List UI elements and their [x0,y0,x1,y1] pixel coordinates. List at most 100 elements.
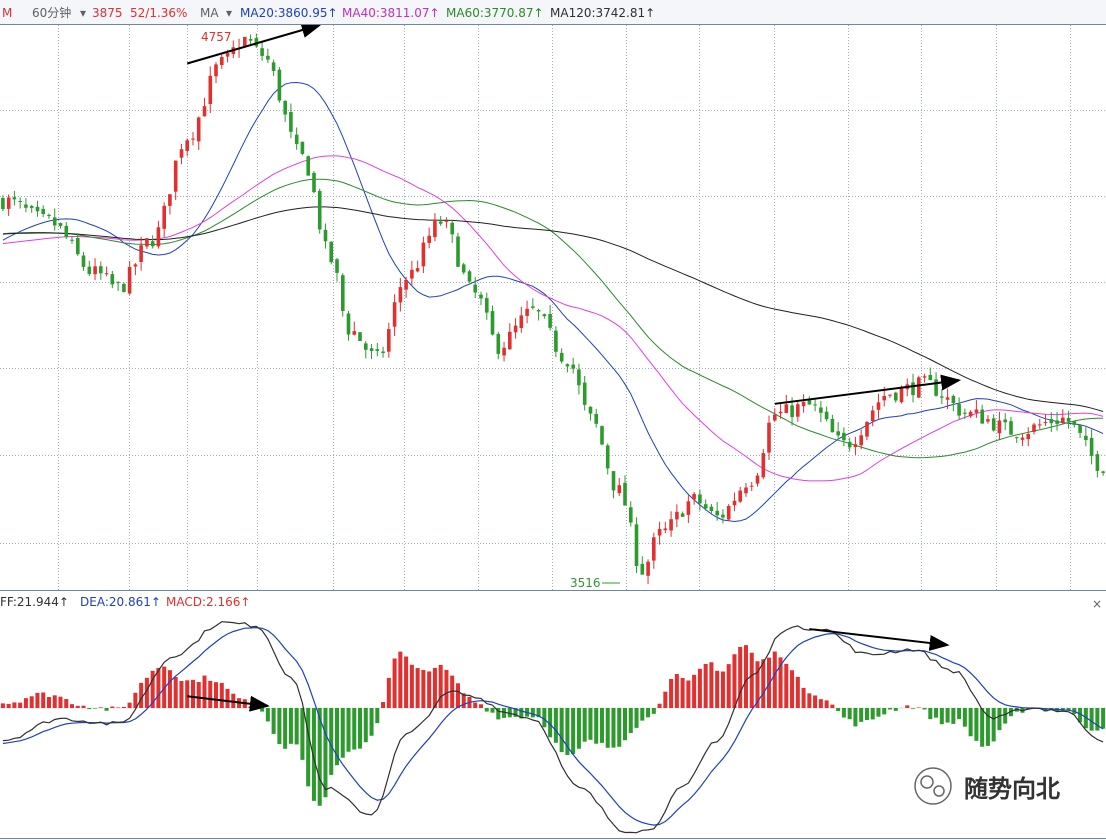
candle [778,403,783,419]
candle-body [842,432,846,441]
candle-body [963,412,967,414]
candle [842,427,846,447]
ma-line-ma20 [2,81,1104,523]
candle [922,373,927,383]
candle-body [980,409,984,424]
candle-body [519,315,524,328]
candle [617,477,622,497]
price-header: M 60分钟 ▾ 3875 52/1.36% MA ▾ MA20:3860.95… [0,0,1106,24]
candle-body [1101,471,1105,473]
candle-body [191,138,195,140]
candle [957,397,961,420]
candle-body [104,273,109,275]
candle-body [790,405,794,417]
candle [312,171,316,194]
candle-body [899,388,904,403]
candle-body [1026,434,1030,440]
candle-body [64,225,69,238]
candle [680,511,685,518]
candle-body [594,414,598,424]
candle [173,160,178,201]
candle-body [663,528,668,531]
candle-body [634,524,639,566]
ma-dropdown-icon[interactable]: ▾ [226,6,232,20]
price-trend-arrow [186,22,322,65]
candle [582,375,587,411]
diff-value: FF:21.944↑ [0,595,69,609]
candle [1020,434,1025,446]
candle-body [438,221,443,224]
candle-body [127,267,132,294]
candle [145,238,149,249]
candle-body [58,223,63,226]
candle-body [375,349,380,351]
candle [133,263,138,276]
candle [18,197,22,209]
candle-body [611,471,616,491]
candle-body [461,264,466,273]
candle-body [410,269,414,279]
candle [300,141,305,156]
candle [577,363,581,395]
candle [52,208,57,231]
candle-body [1061,417,1065,423]
wechat-bubble-small-icon [933,785,945,797]
candle-body [456,236,460,267]
candle-body [145,238,149,247]
candle-body [473,284,477,293]
candle-body [675,511,679,520]
candle-body [997,420,1002,434]
candle-body [945,397,950,400]
candle-body [917,377,921,398]
dropdown-icon[interactable]: ▾ [80,6,86,20]
candle-body [335,259,339,273]
period-label[interactable]: 60分钟 [32,5,71,20]
candle [796,402,800,422]
trend-arrows [186,22,962,712]
candle [807,396,812,405]
candle [669,511,673,537]
price-trend-arrow [774,374,962,405]
candle [456,232,460,268]
candle [47,213,51,219]
candle-body [52,217,57,226]
candle-body [692,493,696,500]
candle-body [732,500,737,506]
candle-body [1049,419,1054,424]
wechat-bubble-large-icon [920,775,934,789]
ma120-value: MA120:3742.81↑ [550,6,655,20]
candle-body [1095,454,1100,471]
candle [600,425,604,446]
candle [461,262,466,275]
candle [980,404,984,424]
candle [945,388,950,410]
candle [554,326,558,358]
candle [266,48,270,64]
candle-body [554,330,558,352]
candle [917,375,921,399]
candle [1055,411,1059,431]
candle-body [312,172,316,193]
candle-body [911,382,915,396]
candle [542,313,547,319]
candle [675,504,679,528]
candle [744,482,748,497]
candle [1032,422,1036,435]
candle-body [225,53,230,57]
candle-body [110,274,115,285]
candle [289,103,293,139]
candle-body [928,375,933,381]
candle [369,344,374,360]
candle-body [951,395,956,403]
candle [139,236,143,271]
candle [214,62,218,84]
candle [29,204,34,213]
candle [496,331,501,360]
candle-body [669,519,673,531]
close-icon[interactable]: × [1092,597,1102,611]
candle [721,509,725,524]
candle [709,503,714,514]
macd-trend-arrow [187,695,270,712]
candle [12,190,17,206]
candle-body [588,406,593,414]
